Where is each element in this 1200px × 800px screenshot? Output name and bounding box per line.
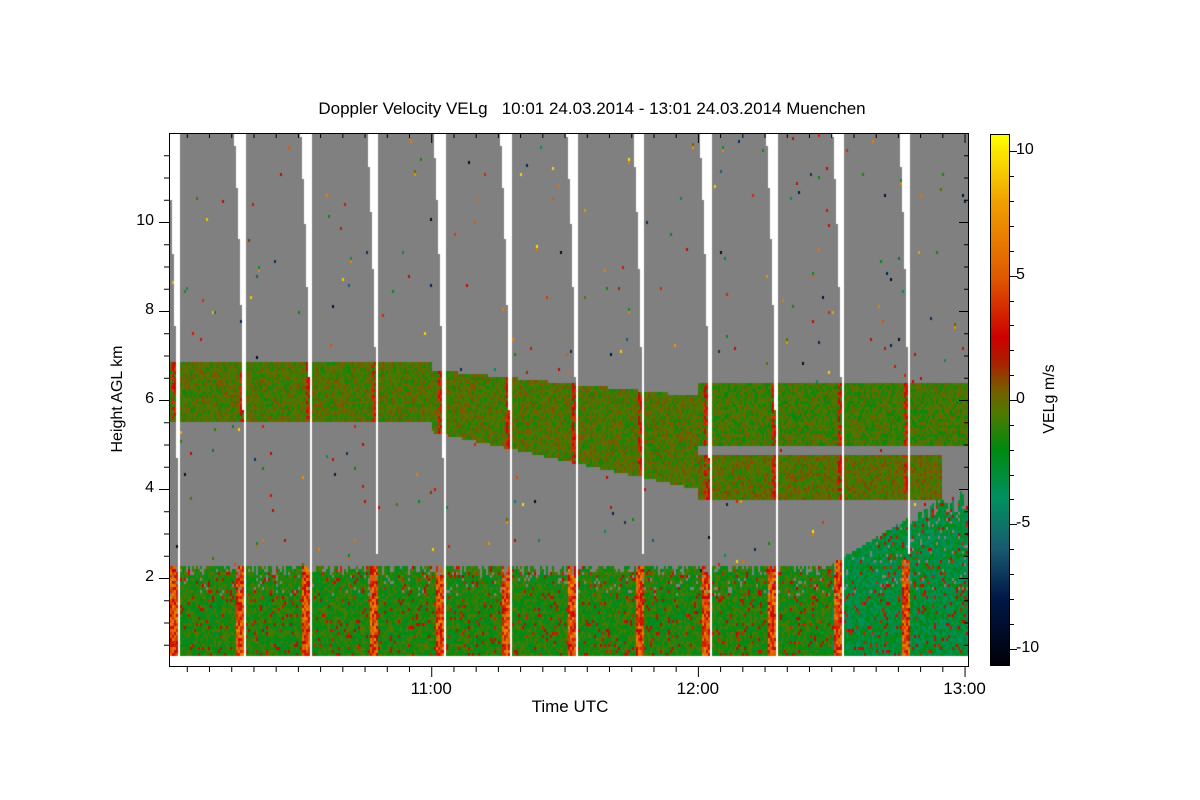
velocity-heatmap	[170, 134, 968, 666]
plot-area	[169, 133, 969, 667]
colorbar-tick-label: 10	[1016, 141, 1034, 159]
y-tick-label: 6	[145, 390, 154, 407]
colorbar-tick-label: -5	[1016, 514, 1031, 532]
y-tick-label: 2	[145, 568, 154, 585]
x-axis-label: Time UTC	[531, 697, 609, 716]
x-tick-label: 12:00	[676, 679, 720, 698]
colorbar	[990, 134, 1010, 666]
colorbar-label: VELg m/s	[1041, 364, 1058, 434]
chart-title: Doppler Velocity VELg 10:01 24.03.2014 -…	[318, 99, 866, 118]
y-tick-label: 4	[145, 479, 154, 496]
colorbar-tick-label: -10	[1016, 638, 1040, 656]
y-tick-label: 10	[136, 212, 154, 229]
colorbar-tick-label: 5	[1016, 265, 1025, 283]
colorbar-tick-label: 0	[1016, 390, 1025, 407]
x-tick-label: 11:00	[410, 679, 452, 698]
x-tick-label: 13:00	[943, 679, 986, 698]
y-axis-label: Height AGL km	[109, 345, 126, 453]
y-tick-label: 8	[145, 301, 154, 318]
